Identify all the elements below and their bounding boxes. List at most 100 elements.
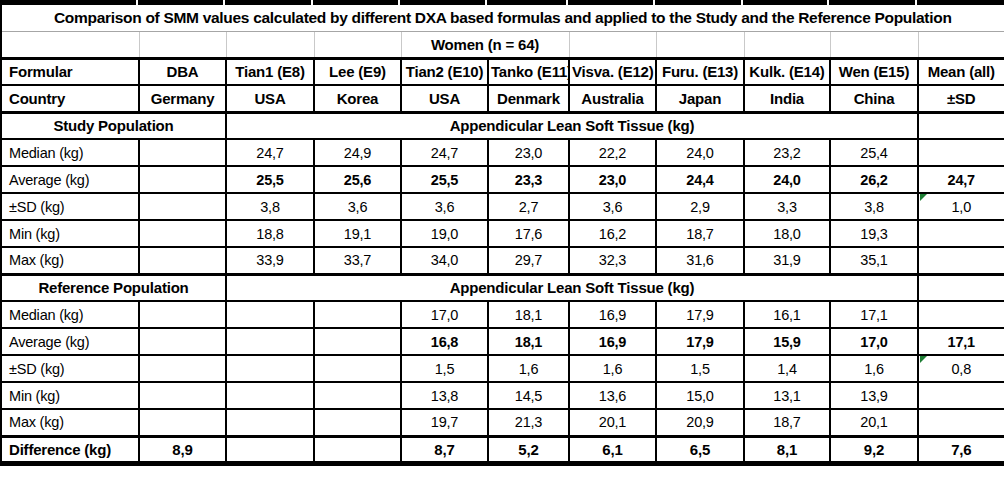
value-cell[interactable]: 1,6 — [569, 355, 656, 382]
value-cell[interactable]: 25,5 — [226, 166, 314, 193]
value-cell[interactable]: 17,9 — [656, 301, 744, 328]
value-cell[interactable]: 15,9 — [744, 328, 830, 355]
value-cell[interactable]: 32,3 — [569, 247, 656, 274]
empty-cell[interactable] — [314, 31, 401, 58]
country-cell[interactable]: China — [830, 85, 918, 112]
value-cell[interactable]: 19,3 — [830, 220, 918, 247]
value-cell[interactable]: 13,6 — [569, 382, 656, 409]
value-cell[interactable]: 15,0 — [656, 382, 744, 409]
country-cell[interactable]: Denmark — [488, 85, 569, 112]
row-label-cell[interactable]: Max (kg) — [1, 409, 139, 436]
section-span-cell[interactable]: Appendicular Lean Soft Tissue (kg) — [226, 274, 918, 301]
column-header-cell[interactable]: Tian2 (E10) — [401, 58, 488, 85]
value-cell[interactable]: 8,7 — [401, 436, 488, 463]
mean-cell[interactable] — [918, 139, 1004, 166]
dba-cell[interactable] — [139, 220, 226, 247]
dba-cell[interactable] — [139, 301, 226, 328]
value-cell[interactable]: 2,9 — [656, 193, 744, 220]
empty-cell[interactable] — [1, 31, 139, 58]
value-cell[interactable]: 17,6 — [488, 220, 569, 247]
row-label-cell[interactable]: Min (kg) — [1, 220, 139, 247]
value-cell[interactable] — [314, 382, 401, 409]
value-cell[interactable]: 35,1 — [830, 247, 918, 274]
dba-cell[interactable] — [139, 247, 226, 274]
country-cell[interactable]: Japan — [656, 85, 744, 112]
row-label-cell[interactable]: ±SD (kg) — [1, 355, 139, 382]
value-cell[interactable]: 33,7 — [314, 247, 401, 274]
value-cell[interactable] — [226, 328, 314, 355]
column-header-cell[interactable]: Visva. (E12) — [569, 58, 656, 85]
dba-cell[interactable] — [139, 139, 226, 166]
country-cell[interactable]: Germany — [139, 85, 226, 112]
value-cell[interactable]: 13,8 — [401, 382, 488, 409]
empty-cell[interactable] — [569, 31, 656, 58]
value-cell[interactable]: 3,6 — [569, 193, 656, 220]
value-cell[interactable]: 3,8 — [226, 193, 314, 220]
empty-cell[interactable] — [918, 112, 1004, 139]
table-title[interactable]: Comparison of SMM values calculated by d… — [1, 5, 1004, 31]
value-cell[interactable]: 23,0 — [569, 166, 656, 193]
value-cell[interactable]: 8,1 — [744, 436, 830, 463]
empty-cell[interactable] — [139, 31, 226, 58]
dba-cell[interactable] — [139, 355, 226, 382]
value-cell[interactable]: 23,2 — [744, 139, 830, 166]
mean-cell[interactable] — [918, 247, 1004, 274]
value-cell[interactable]: 19,1 — [314, 220, 401, 247]
value-cell[interactable]: 26,2 — [830, 166, 918, 193]
mean-cell[interactable]: 7,6 — [918, 436, 1004, 463]
value-cell[interactable]: 3,6 — [314, 193, 401, 220]
value-cell[interactable]: 23,3 — [488, 166, 569, 193]
dba-cell[interactable] — [139, 193, 226, 220]
mean-cell[interactable]: 17,1 — [918, 328, 1004, 355]
column-header-cell[interactable]: Tian1 (E8) — [226, 58, 314, 85]
section-label-cell[interactable]: Reference Population — [1, 274, 226, 301]
mean-cell[interactable] — [918, 220, 1004, 247]
value-cell[interactable]: 29,7 — [488, 247, 569, 274]
value-cell[interactable] — [314, 409, 401, 436]
value-cell[interactable]: 18,8 — [226, 220, 314, 247]
value-cell[interactable]: 24,4 — [656, 166, 744, 193]
value-cell[interactable]: 16,1 — [744, 301, 830, 328]
value-cell[interactable]: 22,2 — [569, 139, 656, 166]
row-label-cell[interactable]: ±SD (kg) — [1, 193, 139, 220]
value-cell[interactable] — [226, 355, 314, 382]
mean-cell[interactable]: 0,8 — [918, 355, 1004, 382]
value-cell[interactable]: 24,7 — [226, 139, 314, 166]
value-cell[interactable]: 17,0 — [830, 328, 918, 355]
value-cell[interactable]: 19,0 — [401, 220, 488, 247]
value-cell[interactable] — [226, 409, 314, 436]
value-cell[interactable]: 19,7 — [401, 409, 488, 436]
dba-cell[interactable] — [139, 166, 226, 193]
country-cell[interactable]: Australia — [569, 85, 656, 112]
value-cell[interactable]: 16,9 — [569, 301, 656, 328]
mean-cell[interactable] — [918, 301, 1004, 328]
empty-cell[interactable] — [918, 274, 1004, 301]
value-cell[interactable] — [314, 328, 401, 355]
row-label-cell[interactable]: Average (kg) — [1, 166, 139, 193]
value-cell[interactable]: 24,0 — [656, 139, 744, 166]
value-cell[interactable]: 18,7 — [656, 220, 744, 247]
value-cell[interactable]: 13,9 — [830, 382, 918, 409]
column-header-cell[interactable]: Furu. (E13) — [656, 58, 744, 85]
value-cell[interactable]: 24,0 — [744, 166, 830, 193]
value-cell[interactable]: 17,9 — [656, 328, 744, 355]
value-cell[interactable]: 18,0 — [744, 220, 830, 247]
column-header-cell[interactable]: Wen (E15) — [830, 58, 918, 85]
mean-cell[interactable] — [918, 409, 1004, 436]
value-cell[interactable]: 24,9 — [314, 139, 401, 166]
value-cell[interactable]: 34,0 — [401, 247, 488, 274]
value-cell[interactable] — [314, 301, 401, 328]
value-cell[interactable]: 18,7 — [744, 409, 830, 436]
row-label-cell[interactable]: Average (kg) — [1, 328, 139, 355]
value-cell[interactable]: 20,9 — [656, 409, 744, 436]
column-header-cell[interactable]: DBA — [139, 58, 226, 85]
value-cell[interactable]: 23,0 — [488, 139, 569, 166]
value-cell[interactable]: 20,1 — [569, 409, 656, 436]
value-cell[interactable] — [226, 301, 314, 328]
row-label-cell[interactable]: Max (kg) — [1, 247, 139, 274]
row-label-cell[interactable]: Median (kg) — [1, 301, 139, 328]
subtitle-cell[interactable]: Women (n = 64) — [401, 31, 569, 58]
value-cell[interactable]: 20,1 — [830, 409, 918, 436]
value-cell[interactable]: 16,2 — [569, 220, 656, 247]
value-cell[interactable]: 1,6 — [488, 355, 569, 382]
